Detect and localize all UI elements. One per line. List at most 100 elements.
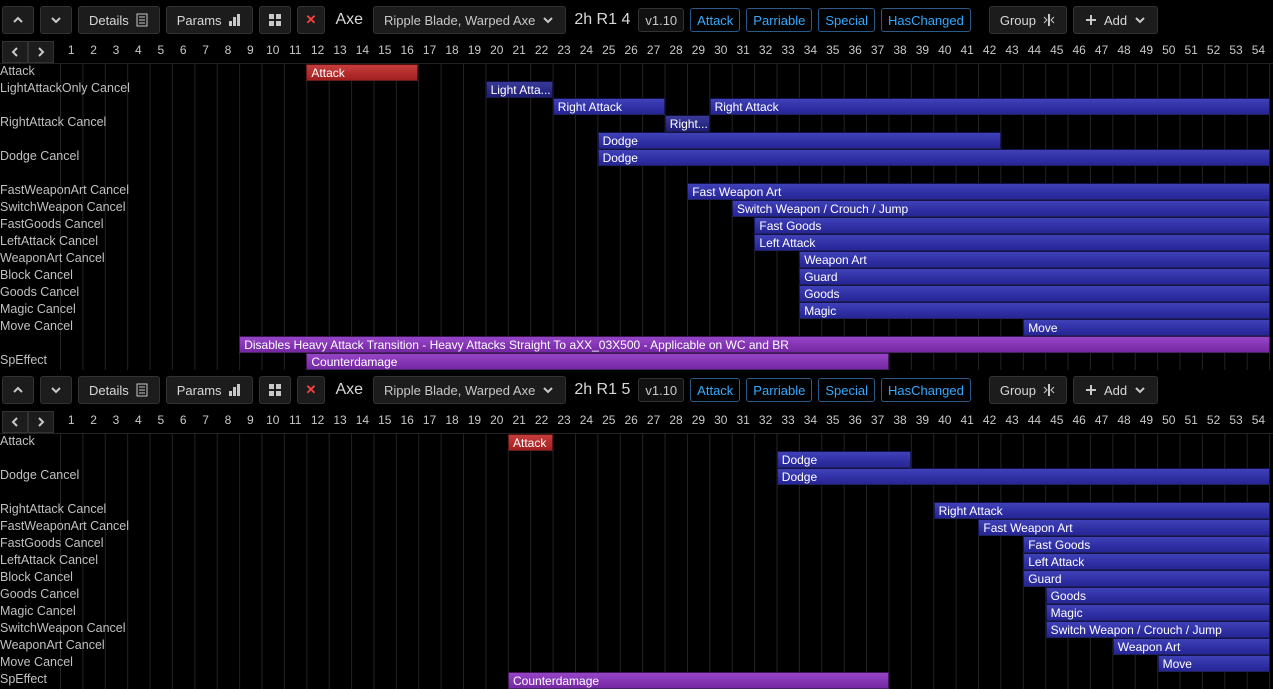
track-label: LightAttackOnly Cancel xyxy=(0,81,130,95)
frame-tick: 48 xyxy=(1117,413,1130,427)
frame-tick: 48 xyxy=(1117,43,1130,57)
timeline-bar[interactable]: Switch Weapon / Crouch / Jump xyxy=(1046,621,1270,638)
collapse-up-button[interactable] xyxy=(2,376,34,404)
timeline-bar[interactable]: Weapon Art xyxy=(799,251,1269,268)
grid-button[interactable] xyxy=(259,6,291,34)
collapse-down-button[interactable] xyxy=(40,376,72,404)
timeline-bar[interactable]: Left Attack xyxy=(1023,553,1269,570)
timeline-bar[interactable]: Attack xyxy=(508,434,553,451)
timeline-bar[interactable]: Disables Heavy Attack Transition - Heavy… xyxy=(239,336,1269,353)
frame-tick: 29 xyxy=(692,43,705,57)
timeline-bar[interactable]: Counterdamage xyxy=(306,353,888,370)
weapon-dropdown[interactable]: Ripple Blade, Warped Axe xyxy=(373,376,566,404)
attack-badge: Attack xyxy=(690,8,740,32)
timeline-bar[interactable]: Dodge xyxy=(777,468,1270,485)
frame-tick: 11 xyxy=(289,413,301,427)
scroll-right-button[interactable] xyxy=(28,411,54,433)
frame-tick: 21 xyxy=(513,413,526,427)
timeline-bar[interactable]: Counterdamage xyxy=(508,672,889,689)
frame-tick: 25 xyxy=(602,413,615,427)
frame-tick: 45 xyxy=(1050,413,1063,427)
track-row: WeaponArt CancelWeapon Art xyxy=(0,251,1273,268)
timeline-bar[interactable]: Guard xyxy=(799,268,1269,285)
frame-tick: 8 xyxy=(225,413,232,427)
weapon-dropdown[interactable]: Ripple Blade, Warped Axe xyxy=(373,6,566,34)
add-button[interactable]: Add xyxy=(1073,376,1158,404)
frame-tick: 41 xyxy=(961,43,974,57)
params-button[interactable]: Params xyxy=(166,376,253,404)
timeline-bar[interactable]: Left Attack xyxy=(754,234,1269,251)
scroll-left-button[interactable] xyxy=(2,411,28,433)
frame-ruler: 1234567891011121314151617181920212223242… xyxy=(60,40,1273,63)
frame-tick: 53 xyxy=(1229,43,1242,57)
timeline-bar[interactable]: Magic xyxy=(1046,604,1270,621)
frame-tick: 5 xyxy=(157,413,164,427)
frame-tick: 24 xyxy=(580,43,593,57)
track-area: AttackAttackDodgeDodge CancelDodgeRightA… xyxy=(0,434,1273,689)
group-label: Group xyxy=(1000,13,1036,28)
frame-tick: 54 xyxy=(1252,43,1265,57)
grid-button[interactable] xyxy=(259,376,291,404)
frame-tick: 39 xyxy=(916,413,929,427)
frame-tick: 19 xyxy=(468,43,481,57)
timeline-bar[interactable]: Right Attack xyxy=(934,502,1270,519)
frame-tick: 9 xyxy=(247,43,254,57)
collapse-up-button[interactable] xyxy=(2,6,34,34)
timeline-bar[interactable]: Move xyxy=(1023,319,1269,336)
timeline-bar[interactable]: Attack xyxy=(306,64,418,81)
params-button[interactable]: Params xyxy=(166,6,253,34)
track-label: RightAttack Cancel xyxy=(0,502,106,516)
timeline-bar[interactable]: Switch Weapon / Crouch / Jump xyxy=(732,200,1270,217)
haschanged-badge: HasChanged xyxy=(881,378,971,402)
collapse-down-button[interactable] xyxy=(40,6,72,34)
timeline-bar[interactable]: Right... xyxy=(665,115,710,132)
frame-tick: 31 xyxy=(737,43,750,57)
scroll-left-button[interactable] xyxy=(2,41,28,63)
frame-tick: 27 xyxy=(647,43,660,57)
timeline-bar[interactable]: Fast Weapon Art xyxy=(978,519,1269,536)
timeline-bar[interactable]: Weapon Art xyxy=(1113,638,1270,655)
timeline-bar[interactable]: Goods xyxy=(799,285,1269,302)
timeline-bar[interactable]: Right Attack xyxy=(553,98,665,115)
add-button[interactable]: Add xyxy=(1073,6,1158,34)
track-row xyxy=(0,485,1273,502)
toolbar: Details Params ✕ Axe Ripple Blade, Warpe… xyxy=(0,370,1273,410)
timeline-bar[interactable]: Light Atta... xyxy=(486,81,553,98)
timeline-bar[interactable]: Magic xyxy=(799,302,1269,319)
close-button[interactable]: ✕ xyxy=(297,6,326,34)
track-row: FastGoods CancelFast Goods xyxy=(0,217,1273,234)
frame-tick: 12 xyxy=(311,43,324,57)
timeline-bar[interactable]: Fast Weapon Art xyxy=(687,183,1269,200)
frame-tick: 45 xyxy=(1050,43,1063,57)
scroll-right-button[interactable] xyxy=(28,41,54,63)
haschanged-badge: HasChanged xyxy=(881,8,971,32)
details-button[interactable]: Details xyxy=(78,6,160,34)
frame-tick: 26 xyxy=(625,413,638,427)
frame-tick: 35 xyxy=(826,43,839,57)
track-row: Dodge xyxy=(0,132,1273,149)
frame-tick: 24 xyxy=(580,413,593,427)
timeline-bar[interactable]: Move xyxy=(1158,655,1270,672)
timeline-bar[interactable]: Dodge xyxy=(598,132,1001,149)
timeline-bar[interactable]: Fast Goods xyxy=(1023,536,1269,553)
frame-tick: 49 xyxy=(1140,43,1153,57)
close-button[interactable]: ✕ xyxy=(297,376,326,404)
frame-tick: 2 xyxy=(90,413,97,427)
frame-tick: 36 xyxy=(849,43,862,57)
timeline-bar[interactable]: Dodge xyxy=(777,451,911,468)
track-label: Goods Cancel xyxy=(0,587,79,601)
track-row: LeftAttack CancelLeft Attack xyxy=(0,234,1273,251)
timeline-bar[interactable]: Dodge xyxy=(598,149,1270,166)
track-label: FastGoods Cancel xyxy=(0,536,104,550)
track-row: WeaponArt CancelWeapon Art xyxy=(0,638,1273,655)
frame-tick: 50 xyxy=(1162,413,1175,427)
timeline-bar[interactable]: Goods xyxy=(1046,587,1270,604)
details-button[interactable]: Details xyxy=(78,376,160,404)
group-button[interactable]: Group xyxy=(989,6,1067,34)
group-button[interactable]: Group xyxy=(989,376,1067,404)
timeline-header: 1234567891011121314151617181920212223242… xyxy=(0,410,1273,434)
timeline-bar[interactable]: Fast Goods xyxy=(754,217,1269,234)
timeline-bar[interactable]: Guard xyxy=(1023,570,1269,587)
timeline-bar[interactable]: Right Attack xyxy=(710,98,1270,115)
track-row: Right Attack Right Attack xyxy=(0,98,1273,115)
